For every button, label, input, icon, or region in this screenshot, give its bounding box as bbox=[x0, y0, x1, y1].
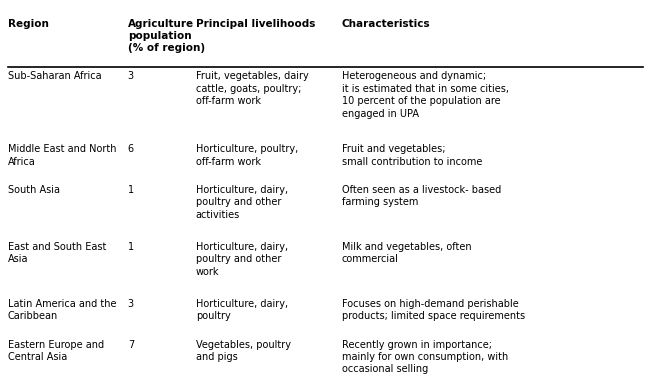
Text: 3: 3 bbox=[128, 299, 134, 309]
Text: Eastern Europe and
Central Asia: Eastern Europe and Central Asia bbox=[8, 339, 104, 362]
Text: Middle East and North
Africa: Middle East and North Africa bbox=[8, 144, 117, 167]
Text: Horticulture, dairy,
poultry: Horticulture, dairy, poultry bbox=[196, 299, 288, 321]
Text: 1: 1 bbox=[128, 242, 134, 252]
Text: 1: 1 bbox=[128, 185, 134, 195]
Text: Agriculture
population
(% of region): Agriculture population (% of region) bbox=[128, 19, 205, 53]
Text: Often seen as a livestock- based
farming system: Often seen as a livestock- based farming… bbox=[342, 185, 501, 207]
Text: Milk and vegetables, often
commercial: Milk and vegetables, often commercial bbox=[342, 242, 471, 264]
Text: Vegetables, poultry
and pigs: Vegetables, poultry and pigs bbox=[196, 339, 291, 362]
Text: Focuses on high-demand perishable
products; limited space requirements: Focuses on high-demand perishable produc… bbox=[342, 299, 525, 321]
Text: South Asia: South Asia bbox=[8, 185, 60, 195]
Text: 7: 7 bbox=[128, 339, 134, 349]
Text: Horticulture, dairy,
poultry and other
work: Horticulture, dairy, poultry and other w… bbox=[196, 242, 288, 277]
Text: Fruit and vegetables;
small contribution to income: Fruit and vegetables; small contribution… bbox=[342, 144, 482, 167]
Text: Fruit, vegetables, dairy
cattle, goats, poultry;
off-farm work: Fruit, vegetables, dairy cattle, goats, … bbox=[196, 71, 309, 106]
Text: Sub-Saharan Africa: Sub-Saharan Africa bbox=[8, 71, 102, 81]
Text: Horticulture, dairy,
poultry and other
activities: Horticulture, dairy, poultry and other a… bbox=[196, 185, 288, 220]
Text: Horticulture, poultry,
off-farm work: Horticulture, poultry, off-farm work bbox=[196, 144, 298, 167]
Text: Heterogeneous and dynamic;
it is estimated that in some cities,
10 percent of th: Heterogeneous and dynamic; it is estimat… bbox=[342, 71, 508, 118]
Text: Recently grown in importance;
mainly for own consumption, with
occasional sellin: Recently grown in importance; mainly for… bbox=[342, 339, 508, 374]
Text: East and South East
Asia: East and South East Asia bbox=[8, 242, 106, 264]
Text: Latin America and the
Caribbean: Latin America and the Caribbean bbox=[8, 299, 117, 321]
Text: 6: 6 bbox=[128, 144, 134, 154]
Text: 3: 3 bbox=[128, 71, 134, 81]
Text: Characteristics: Characteristics bbox=[342, 19, 430, 29]
Text: Region: Region bbox=[8, 19, 49, 29]
Text: Principal livelihoods: Principal livelihoods bbox=[196, 19, 315, 29]
